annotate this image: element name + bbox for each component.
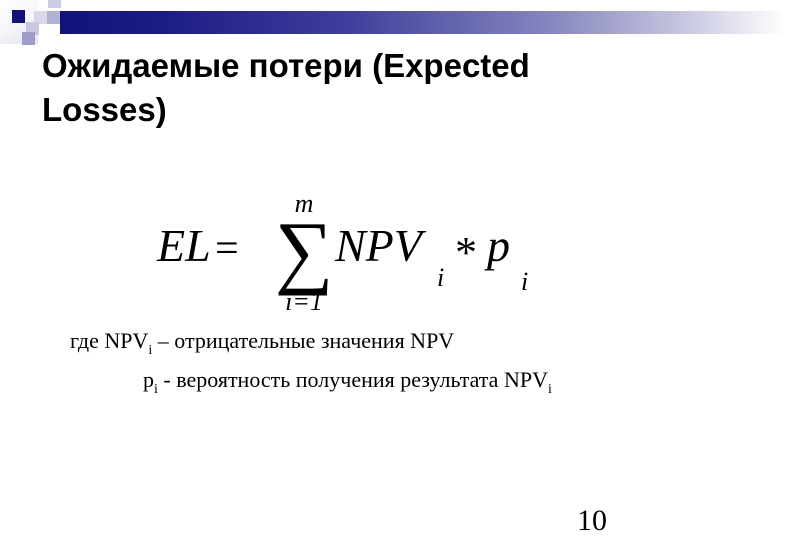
expected-losses-formula: EL = m ∑ i=1 NPV i * p i [155, 183, 585, 323]
title-line-1: Ожидаемые потери (Expected [42, 47, 530, 84]
decor-square-top [48, 0, 61, 8]
definition-1-prefix: где NPV [70, 328, 149, 353]
page-number: 10 [577, 504, 607, 537]
definition-1-subscript: i [148, 343, 153, 358]
definition-2-subscript-2: i [547, 382, 552, 397]
multiply-sign: * [455, 228, 477, 277]
header-bar [60, 11, 800, 34]
decor-square-navy [12, 10, 25, 23]
formula-term-npv: NPV [335, 220, 422, 271]
formula-lhs: EL [157, 220, 211, 271]
decor-square-medium-1 [47, 11, 60, 24]
definitions: где NPVi – отрицательные значения NPV pi… [70, 326, 552, 404]
title-line-2: Losses) [42, 91, 167, 128]
formula-term-p: p [487, 220, 510, 271]
sum-upper-limit: m [294, 189, 314, 218]
definition-2-var: p [143, 367, 154, 392]
definition-1-text: – отрицательные значения NPV [152, 328, 455, 353]
sum-lower-limit: i=1 [285, 287, 323, 316]
slide-title: Ожидаемые потери (Expected Losses) [42, 44, 530, 132]
summation: m ∑ i=1 [271, 191, 337, 315]
npv-subscript: i [437, 263, 445, 292]
p-subscript: i [521, 267, 529, 296]
sigma-symbol: ∑ [274, 205, 334, 296]
equals-sign: = [215, 226, 239, 272]
decor-square-light-1 [34, 11, 47, 24]
definition-2-subscript: i [154, 382, 158, 397]
definition-line-1: где NPVi – отрицательные значения NPV [70, 326, 552, 365]
decor-square-medium-2 [22, 32, 35, 45]
definition-2-text: - вероятность получения результата NPV [157, 367, 548, 392]
decor-square-light-2 [26, 22, 39, 35]
definition-line-2: pi - вероятность получения результата NP… [143, 365, 552, 404]
